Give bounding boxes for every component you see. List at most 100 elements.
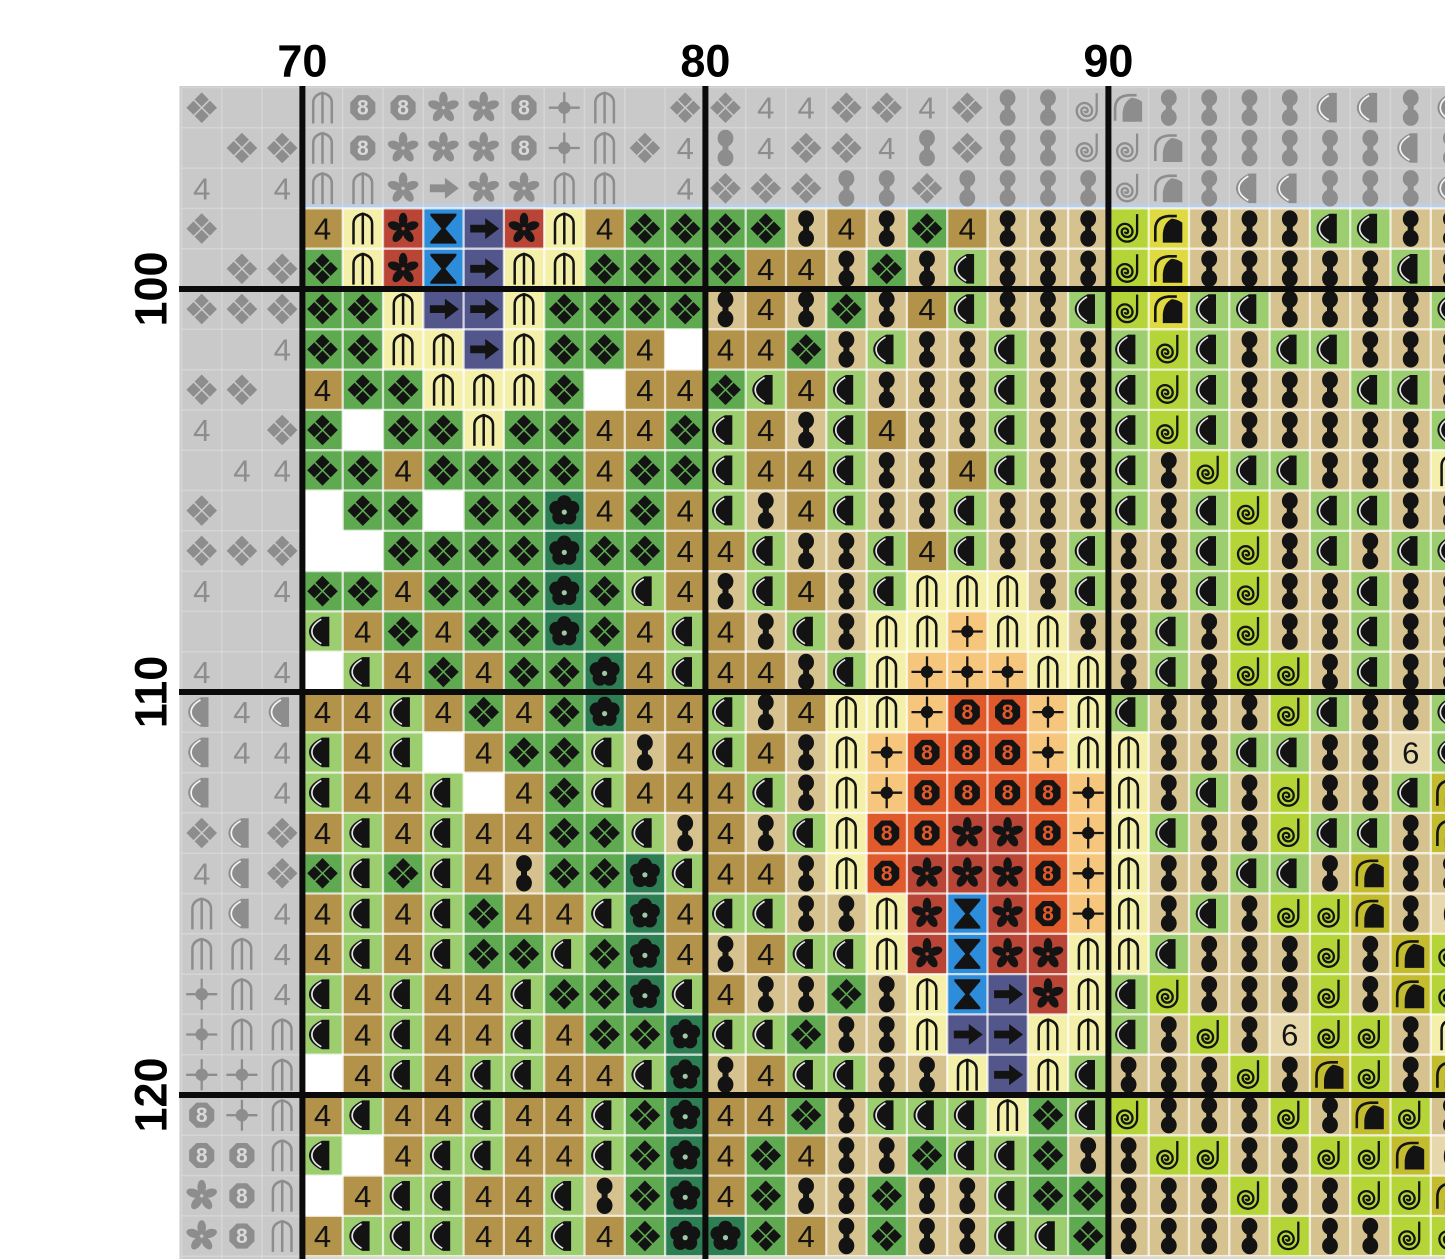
svg-text:4: 4: [354, 695, 371, 730]
svg-text:4: 4: [556, 1098, 573, 1133]
svg-text:8: 8: [1002, 701, 1014, 724]
svg-text:4: 4: [717, 615, 734, 650]
svg-text:4: 4: [314, 816, 331, 851]
svg-text:4: 4: [677, 735, 694, 770]
svg-text:4: 4: [717, 332, 734, 367]
svg-text:4: 4: [556, 897, 573, 932]
svg-text:6: 6: [1281, 1018, 1298, 1053]
svg-text:4: 4: [717, 534, 734, 569]
svg-text:8: 8: [921, 782, 933, 805]
svg-text:8: 8: [961, 701, 973, 724]
svg-text:4: 4: [193, 413, 210, 448]
svg-text:4: 4: [717, 977, 734, 1012]
svg-text:4: 4: [435, 695, 452, 730]
svg-text:4: 4: [918, 91, 935, 126]
svg-text:4: 4: [435, 1058, 452, 1093]
svg-text:4: 4: [274, 937, 291, 972]
svg-text:4: 4: [757, 332, 774, 367]
svg-text:8: 8: [881, 862, 893, 885]
svg-text:8: 8: [397, 97, 409, 120]
svg-text:4: 4: [394, 1139, 411, 1174]
svg-text:4: 4: [677, 695, 694, 730]
svg-text:4: 4: [878, 413, 895, 448]
svg-text:4: 4: [757, 1098, 774, 1133]
svg-text:4: 4: [314, 937, 331, 972]
svg-text:4: 4: [757, 413, 774, 448]
svg-text:4: 4: [959, 453, 976, 488]
svg-text:4: 4: [556, 1058, 573, 1093]
svg-text:4: 4: [757, 655, 774, 690]
svg-text:4: 4: [797, 91, 814, 126]
svg-text:4: 4: [394, 897, 411, 932]
svg-text:4: 4: [797, 373, 814, 408]
svg-text:4: 4: [354, 735, 371, 770]
svg-text:4: 4: [596, 453, 613, 488]
svg-text:8: 8: [961, 782, 973, 805]
svg-text:4: 4: [314, 1219, 331, 1254]
svg-text:4: 4: [394, 655, 411, 690]
svg-text:4: 4: [717, 1179, 734, 1214]
svg-text:4: 4: [757, 1058, 774, 1093]
svg-text:4: 4: [314, 695, 331, 730]
svg-text:4: 4: [838, 212, 855, 247]
svg-text:80: 80: [680, 36, 730, 87]
svg-text:4: 4: [314, 212, 331, 247]
svg-text:8: 8: [357, 137, 369, 160]
svg-text:4: 4: [677, 373, 694, 408]
svg-text:4: 4: [677, 171, 694, 206]
svg-text:4: 4: [193, 171, 210, 206]
svg-text:4: 4: [274, 655, 291, 690]
svg-text:6: 6: [1442, 897, 1445, 932]
svg-text:4: 4: [515, 1139, 532, 1174]
svg-text:4: 4: [233, 453, 250, 488]
svg-text:4: 4: [717, 1098, 734, 1133]
svg-text:4: 4: [233, 695, 250, 730]
svg-text:4: 4: [354, 1018, 371, 1053]
svg-text:4: 4: [274, 332, 291, 367]
svg-text:4: 4: [515, 1098, 532, 1133]
svg-text:4: 4: [797, 1139, 814, 1174]
svg-text:4: 4: [596, 212, 613, 247]
svg-text:4: 4: [515, 1179, 532, 1214]
svg-text:8: 8: [196, 1145, 208, 1168]
svg-text:4: 4: [435, 615, 452, 650]
svg-text:4: 4: [556, 1139, 573, 1174]
svg-text:4: 4: [475, 655, 492, 690]
svg-text:4: 4: [193, 655, 210, 690]
svg-text:8: 8: [357, 97, 369, 120]
svg-text:6: 6: [1442, 1139, 1445, 1174]
svg-text:4: 4: [515, 816, 532, 851]
svg-text:4: 4: [475, 1018, 492, 1053]
svg-text:4: 4: [394, 1098, 411, 1133]
svg-text:4: 4: [717, 776, 734, 811]
svg-text:8: 8: [518, 97, 530, 120]
svg-text:4: 4: [757, 91, 774, 126]
svg-text:6: 6: [1402, 735, 1419, 770]
svg-text:8: 8: [236, 1185, 248, 1208]
svg-text:8: 8: [518, 137, 530, 160]
svg-text:4: 4: [797, 574, 814, 609]
svg-text:90: 90: [1083, 36, 1133, 87]
svg-text:4: 4: [717, 856, 734, 891]
svg-text:4: 4: [677, 937, 694, 972]
svg-text:4: 4: [959, 212, 976, 247]
svg-text:4: 4: [596, 413, 613, 448]
svg-text:4: 4: [515, 1219, 532, 1254]
svg-text:4: 4: [757, 856, 774, 891]
svg-text:4: 4: [636, 413, 653, 448]
svg-text:4: 4: [274, 776, 291, 811]
svg-text:8: 8: [1002, 741, 1014, 764]
svg-text:4: 4: [274, 171, 291, 206]
svg-text:4: 4: [797, 1219, 814, 1254]
svg-text:4: 4: [677, 494, 694, 529]
svg-text:4: 4: [274, 735, 291, 770]
svg-text:4: 4: [314, 897, 331, 932]
svg-text:4: 4: [677, 897, 694, 932]
svg-text:4: 4: [717, 816, 734, 851]
svg-text:4: 4: [515, 897, 532, 932]
svg-text:4: 4: [475, 816, 492, 851]
svg-text:4: 4: [677, 776, 694, 811]
svg-text:8: 8: [1042, 903, 1054, 926]
svg-text:4: 4: [797, 494, 814, 529]
svg-text:4: 4: [677, 534, 694, 569]
